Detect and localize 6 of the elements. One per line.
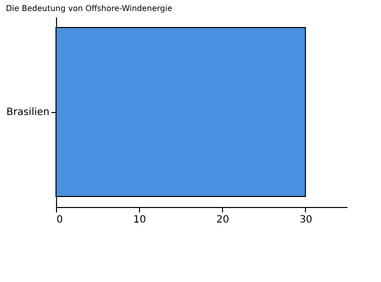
x-tick-label: 20	[216, 214, 230, 226]
x-tick-label: 10	[133, 214, 146, 226]
x-tick-label: 0	[56, 214, 63, 226]
y-tick-label: Brasilien	[6, 107, 50, 118]
chart-title: Die Bedeutung von Offshore-Windenergie	[6, 4, 172, 13]
x-tick-label: 30	[300, 214, 312, 226]
